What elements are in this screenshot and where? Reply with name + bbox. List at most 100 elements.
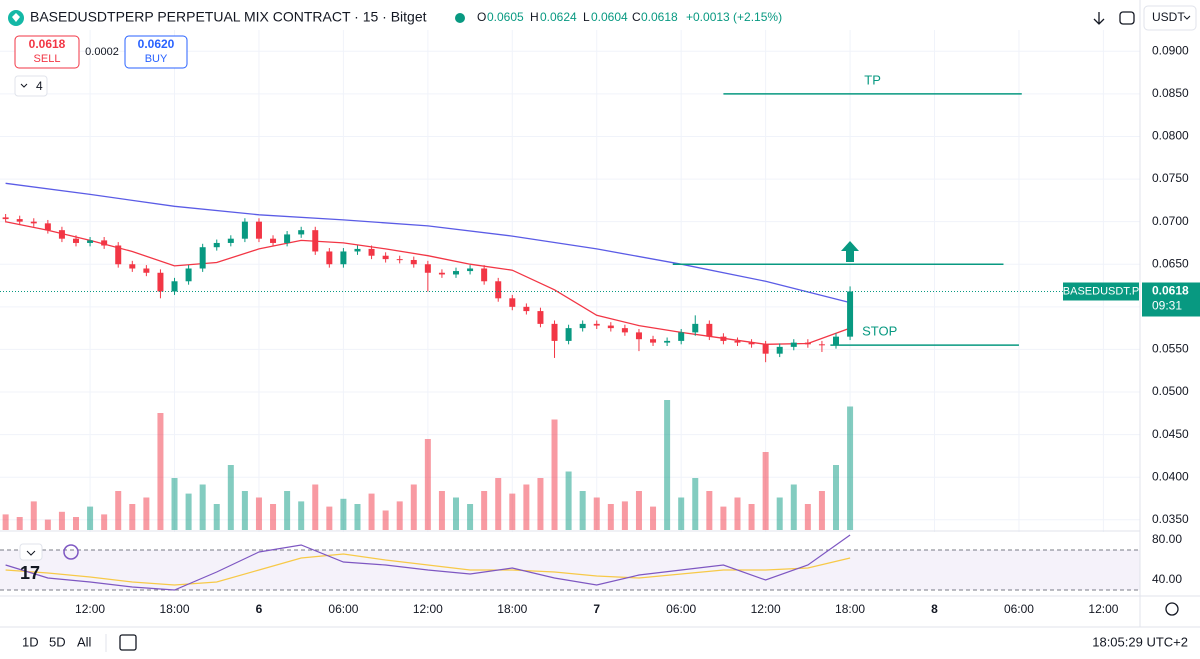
y-tick-label: 0.0700	[1152, 214, 1189, 228]
buy-label[interactable]: BUY	[145, 53, 168, 65]
fullscreen-icon[interactable]	[1119, 11, 1135, 25]
candle-body	[143, 268, 150, 273]
y-tick-label: 0.0350	[1152, 512, 1189, 526]
candle-body	[495, 281, 502, 299]
volume-bar	[776, 497, 783, 530]
volume-bar	[481, 491, 488, 530]
sell-button[interactable]	[14, 35, 80, 69]
rsi-settings[interactable]	[63, 544, 79, 560]
volume-bar	[650, 506, 657, 530]
candle-body	[804, 342, 811, 345]
rsi-tick-label: 40.00	[1152, 572, 1182, 586]
x-tick-label: 12:00	[413, 602, 443, 616]
symbol-title[interactable]: BASEDUSDTPERP PERPETUAL MIX CONTRACT · 1…	[30, 9, 427, 25]
candle-body	[635, 332, 642, 340]
volume-bar	[523, 484, 530, 530]
volume-bar	[847, 406, 854, 530]
candle-body	[790, 342, 797, 347]
moving-average	[5, 182, 851, 304]
volume-bar	[495, 478, 502, 530]
ohlc-value: 0.0624	[540, 10, 577, 24]
volume-bar	[227, 465, 234, 530]
volume-bar	[579, 491, 586, 530]
ohlc-label: H	[530, 10, 539, 24]
price-layer: TP STOP	[0, 72, 1140, 363]
goto-realtime[interactable]	[1165, 602, 1179, 616]
buy-price[interactable]: 0.0620	[138, 37, 175, 51]
candle-body	[579, 323, 586, 329]
candle-body	[833, 336, 839, 346]
indicators-caret	[20, 83, 28, 88]
range-button[interactable]: All	[77, 634, 92, 649]
ohlc-value: 0.0604	[591, 10, 628, 24]
currency-caret	[1183, 15, 1191, 20]
candle-body	[762, 344, 769, 354]
volume-bar	[312, 484, 319, 530]
ohlc-label: L	[583, 10, 590, 24]
download-icon[interactable]	[1093, 12, 1105, 25]
ohlc-label: C	[632, 10, 641, 24]
logo-glyph	[12, 13, 20, 22]
indicators-toggle[interactable]	[14, 75, 48, 97]
candle-body	[270, 238, 277, 243]
currency[interactable]: USDT	[1152, 10, 1185, 24]
symbol-tag-text: BASEDUSDT.P	[1063, 285, 1139, 297]
candle-body	[171, 281, 178, 292]
candle-body	[241, 221, 248, 239]
range-button[interactable]: 1D	[22, 634, 39, 649]
volume-bar	[73, 517, 79, 530]
candle-body	[2, 217, 9, 220]
rsi-line	[5, 534, 851, 591]
y-tick-label: 0.0550	[1152, 342, 1189, 356]
volume-bar	[255, 497, 262, 530]
volume-bar	[129, 504, 136, 530]
volume-bar	[157, 413, 164, 530]
rsi-caret	[26, 550, 36, 556]
volume-bar	[326, 506, 333, 530]
volume-bar	[664, 400, 671, 530]
candle-body	[312, 230, 319, 252]
x-tick-label: 12:00	[75, 602, 105, 616]
price-tag	[1142, 282, 1200, 317]
candle-body	[523, 306, 530, 312]
volume-bar	[2, 514, 9, 530]
rsi-collapse[interactable]	[19, 543, 43, 561]
calendar-icon[interactable]	[119, 634, 137, 651]
range-button[interactable]: 5D	[49, 634, 66, 649]
candle-body	[678, 332, 685, 341]
volume-bar	[762, 452, 769, 530]
candle-body	[44, 223, 51, 231]
price-tag-text: 0.0618	[1152, 284, 1189, 298]
candle-body	[115, 245, 122, 265]
x-tick-label: 06:00	[666, 602, 696, 616]
volume-bar	[565, 471, 572, 530]
candle-body	[368, 248, 375, 256]
candle-body	[565, 328, 572, 341]
x-tick-label: 06:00	[1004, 602, 1034, 616]
arrow-up	[841, 241, 859, 262]
volume-bar	[804, 504, 811, 530]
buy-button[interactable]	[124, 35, 188, 69]
currency-button[interactable]	[1143, 5, 1197, 31]
y-tick-label: 0.0900	[1152, 43, 1189, 57]
volume-bar	[453, 497, 459, 530]
candle-body	[73, 238, 79, 243]
toolbar-right: USDT	[1093, 5, 1197, 31]
volume-bar	[678, 497, 685, 530]
candle-body	[227, 238, 234, 243]
x-tick-label: 12:00	[751, 602, 781, 616]
indicators-count[interactable]: 4	[36, 79, 43, 93]
sell-label[interactable]: SELL	[34, 53, 61, 65]
volume-bar	[706, 491, 713, 530]
y-tick-label: 0.0650	[1152, 256, 1189, 270]
sell-price[interactable]: 0.0618	[29, 37, 66, 51]
volume-bar	[284, 491, 291, 530]
candle-body	[16, 219, 23, 222]
volume-bar	[298, 501, 305, 530]
volume-bar	[396, 501, 403, 530]
candle-body	[734, 340, 741, 343]
tv-logo: 17	[20, 563, 40, 583]
volume-bar	[818, 491, 825, 530]
volume-bar	[368, 493, 375, 530]
